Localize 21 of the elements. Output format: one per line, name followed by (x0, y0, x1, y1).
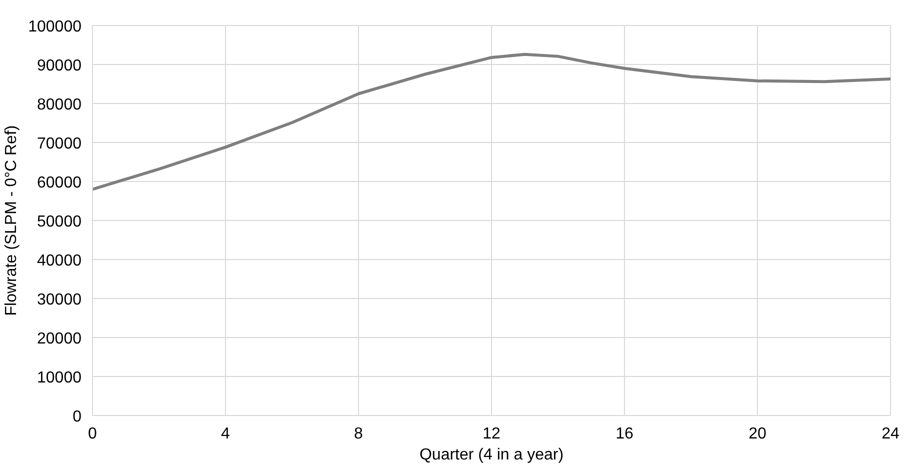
x-axis-title: Quarter (4 in a year) (419, 446, 564, 464)
x-tick-label: 16 (616, 426, 634, 442)
y-tick-label: 80000 (37, 96, 82, 114)
y-tick-label: 60000 (37, 174, 82, 192)
y-tick-label: 50000 (37, 214, 82, 230)
x-tick-label: 20 (748, 426, 766, 442)
y-tick-label: 70000 (37, 136, 82, 152)
y-tick-label: 20000 (37, 330, 82, 348)
line-series (92, 52, 890, 191)
x-tick-label: 8 (354, 426, 364, 442)
y-tick-label: 10000 (37, 370, 82, 386)
y-tick-label: 40000 (37, 252, 82, 270)
x-tick-label: 4 (221, 426, 230, 442)
x-tick-label: 0 (88, 426, 98, 442)
y-tick-label: 30000 (37, 292, 82, 308)
y-tick-label: 100000 (28, 18, 82, 36)
y-tick-label: 0 (72, 408, 82, 426)
y-axis-title: Flowrate (SLPM - 0°C Ref) (3, 125, 20, 316)
x-tick-label: 12 (482, 426, 500, 442)
y-tick-label: 90000 (37, 58, 82, 74)
x-tick-label: 24 (882, 426, 900, 442)
